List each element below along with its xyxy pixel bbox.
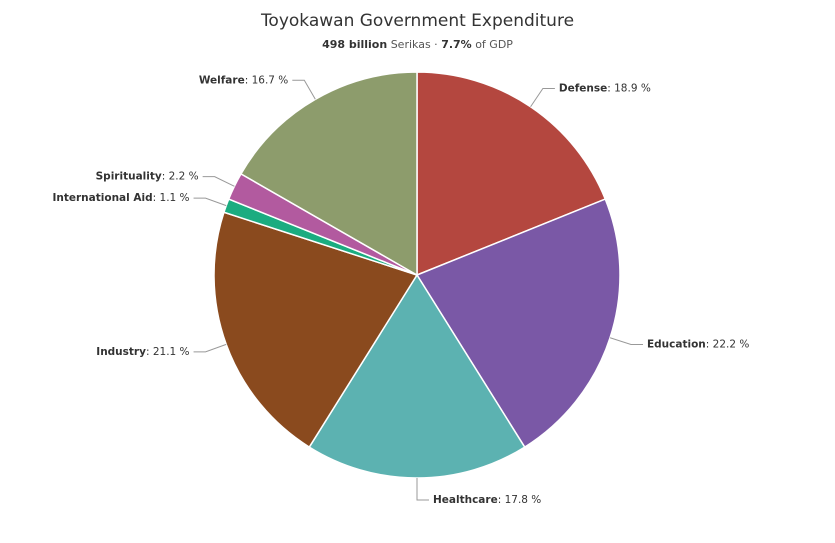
data-label: Welfare: 16.7 % — [199, 74, 288, 86]
pie-slice — [416, 71, 607, 277]
chart-title: Toyokawan Government Expenditure — [260, 11, 575, 31]
label-value: : 21.1 % — [146, 346, 190, 358]
chart-subtitle: 498 billion Serikas · 7.7% of GDP — [0, 38, 835, 51]
label-value: : 16.7 % — [245, 74, 289, 86]
connector — [416, 478, 429, 501]
label-name: Welfare — [199, 74, 245, 86]
subtitle-currency: Serikas · — [390, 38, 438, 51]
data-label: Industry: 21.1 % — [96, 346, 189, 358]
data-label: International Aid: 1.1 % — [52, 192, 189, 204]
connector — [193, 197, 227, 207]
connector — [530, 88, 555, 108]
data-label: Spirituality: 2.2 % — [96, 171, 199, 183]
connector — [202, 176, 235, 187]
connector — [292, 79, 316, 100]
label-value: : 2.2 % — [162, 171, 199, 183]
data-label: Healthcare: 17.8 % — [433, 494, 541, 506]
label-name: Defense — [559, 83, 607, 95]
subtitle-amount: 498 billion — [322, 38, 388, 51]
label-value: : 18.9 % — [607, 83, 651, 95]
pie-slice — [213, 211, 419, 449]
subtitle-share: 7.7% — [441, 38, 472, 51]
label-name: Industry — [96, 346, 146, 358]
label-value: : 22.2 % — [706, 339, 750, 351]
pie-slice — [239, 71, 418, 277]
connector — [193, 343, 227, 353]
connector — [609, 337, 643, 346]
label-name: Education — [647, 339, 706, 351]
label-value: : 1.1 % — [153, 192, 190, 204]
subtitle-share-of: of GDP — [475, 38, 513, 51]
data-label: Education: 22.2 % — [647, 339, 749, 351]
data-label: Defense: 18.9 % — [559, 83, 651, 95]
label-name: Healthcare — [433, 494, 498, 506]
label-value: : 17.8 % — [498, 494, 542, 506]
label-name: Spirituality — [96, 171, 162, 183]
label-name: International Aid — [52, 192, 152, 204]
